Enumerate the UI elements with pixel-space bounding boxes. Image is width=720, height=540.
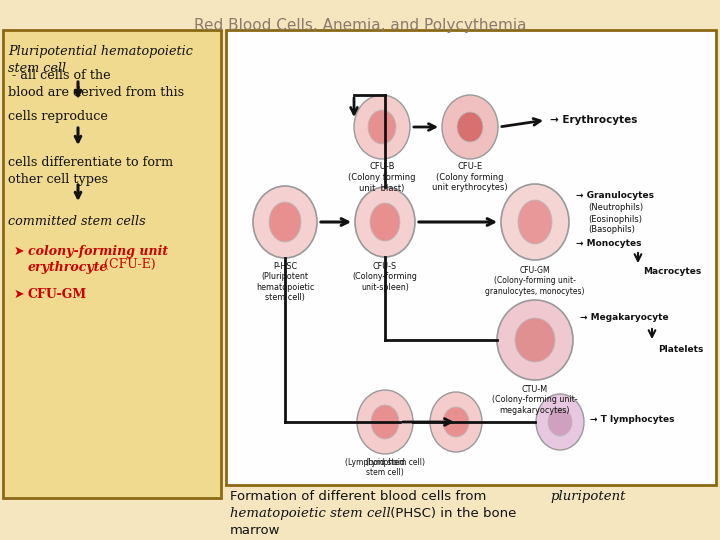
Text: cells differentiate to form
other cell types: cells differentiate to form other cell t… <box>8 156 173 186</box>
Ellipse shape <box>443 407 469 437</box>
Text: Macrocytes: Macrocytes <box>643 267 701 276</box>
Text: (Neutrophils): (Neutrophils) <box>588 204 643 213</box>
Text: (CFU-E): (CFU-E) <box>100 258 156 271</box>
Ellipse shape <box>430 392 482 452</box>
Text: → Monocytes: → Monocytes <box>576 239 642 247</box>
Ellipse shape <box>371 405 399 439</box>
Ellipse shape <box>368 110 396 144</box>
Text: marrow: marrow <box>230 524 281 537</box>
Ellipse shape <box>253 186 317 258</box>
Text: CFU-S
(Colony-forming
unit-spleen): CFU-S (Colony-forming unit-spleen) <box>353 262 418 292</box>
Text: P-HSC
(Pluripotent
hematopoietic
stem cell): P-HSC (Pluripotent hematopoietic stem ce… <box>256 262 314 302</box>
Ellipse shape <box>355 187 415 257</box>
Text: (Basophils): (Basophils) <box>588 226 635 234</box>
Text: - all cells of the
blood are derived from this: - all cells of the blood are derived fro… <box>8 69 184 98</box>
Text: colony-forming unit
erythrocyte: colony-forming unit erythrocyte <box>28 245 168 274</box>
Ellipse shape <box>501 184 569 260</box>
Text: → T lymphocytes: → T lymphocytes <box>590 415 675 424</box>
Text: hematopoietic stem cell: hematopoietic stem cell <box>230 507 391 520</box>
Ellipse shape <box>515 318 555 362</box>
Text: CFU-GM: CFU-GM <box>28 288 87 301</box>
Ellipse shape <box>536 394 584 450</box>
Ellipse shape <box>269 202 301 242</box>
Ellipse shape <box>548 408 572 436</box>
FancyBboxPatch shape <box>3 30 221 498</box>
Text: cells reproduce: cells reproduce <box>8 110 108 123</box>
Text: Platelets: Platelets <box>658 346 703 354</box>
Text: CTU-M
(Colony-forming unit-
megakaryocytes): CTU-M (Colony-forming unit- megakaryocyt… <box>492 385 578 415</box>
Text: (Eosinophils): (Eosinophils) <box>588 214 642 224</box>
Text: committed stem cells: committed stem cells <box>8 215 145 228</box>
Ellipse shape <box>354 95 410 159</box>
Text: → Granulocytes: → Granulocytes <box>576 191 654 199</box>
Text: CFU-E
(Colony forming
unit erythrocytes): CFU-E (Colony forming unit erythrocytes) <box>432 162 508 192</box>
Ellipse shape <box>457 112 483 142</box>
Ellipse shape <box>370 203 400 241</box>
Text: CFU-B
(Colony forming
unit  blast): CFU-B (Colony forming unit blast) <box>348 162 415 192</box>
Text: pluripotent: pluripotent <box>550 490 626 503</box>
Text: Pluripotential hematopoietic
stem cell: Pluripotential hematopoietic stem cell <box>8 45 193 75</box>
Text: (PHSC) in the bone: (PHSC) in the bone <box>386 507 516 520</box>
Text: ➤: ➤ <box>14 288 24 301</box>
Text: Formation of different blood cells from: Formation of different blood cells from <box>230 490 490 503</box>
Text: Red Blood Cells, Anemia, and Polycythemia: Red Blood Cells, Anemia, and Polycythemi… <box>194 18 526 33</box>
Text: ➤: ➤ <box>14 245 24 258</box>
Ellipse shape <box>518 200 552 244</box>
Text: (Lymphoid
stem cell): (Lymphoid stem cell) <box>365 458 405 477</box>
Ellipse shape <box>357 390 413 454</box>
Text: → Megakaryocyte: → Megakaryocyte <box>580 314 669 322</box>
Ellipse shape <box>497 300 573 380</box>
Text: CFU-GM
(Colony-forming unit-
granulocytes, monocytes): CFU-GM (Colony-forming unit- granulocyte… <box>485 266 585 296</box>
FancyBboxPatch shape <box>226 30 716 485</box>
Text: → Erythrocytes: → Erythrocytes <box>550 115 637 125</box>
Ellipse shape <box>442 95 498 159</box>
Text: (Lymphoid stem cell): (Lymphoid stem cell) <box>345 458 425 467</box>
